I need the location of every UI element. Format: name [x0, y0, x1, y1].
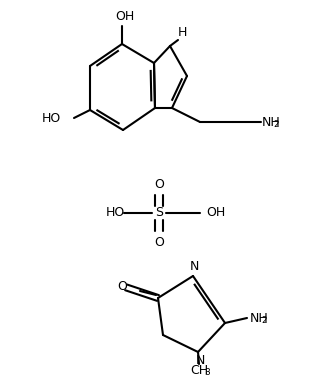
Text: HO: HO — [105, 207, 125, 219]
Text: H: H — [177, 25, 187, 39]
Text: 2: 2 — [261, 316, 267, 325]
Text: 3: 3 — [205, 368, 211, 377]
Text: S: S — [155, 207, 163, 219]
Text: 2: 2 — [273, 120, 279, 129]
Text: O: O — [154, 177, 164, 191]
Text: OH: OH — [115, 11, 135, 23]
Text: OH: OH — [206, 207, 226, 219]
Text: HO: HO — [42, 111, 61, 124]
Text: O: O — [117, 280, 127, 293]
Text: NH: NH — [250, 312, 269, 324]
Text: O: O — [154, 235, 164, 249]
Text: N: N — [189, 260, 199, 274]
Text: NH: NH — [262, 116, 281, 128]
Text: N: N — [195, 354, 205, 368]
Text: CH: CH — [190, 363, 208, 376]
